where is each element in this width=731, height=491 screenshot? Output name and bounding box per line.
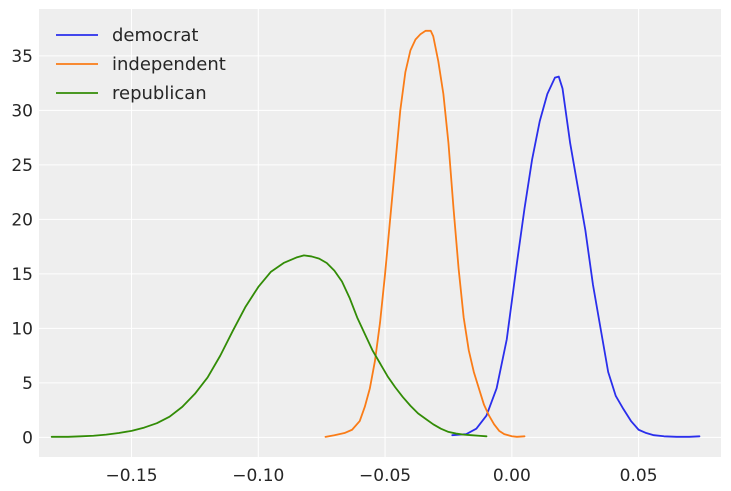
legend-label-democrat: democrat [112,25,198,46]
x-tick-label: −0.05 [359,466,411,486]
y-tick-label: 30 [11,101,33,121]
x-gridlines [131,9,640,457]
y-axis-ticks: 0 5 10 15 20 25 30 35 [11,47,33,449]
series-line-republican [50,254,488,438]
y-tick-label: 15 [11,265,33,285]
legend: democrat independent republican [56,25,226,104]
series-line-independent [324,29,526,438]
series-line-democrat [451,75,701,438]
x-tick-label: 0.00 [493,466,531,486]
x-tick-label: −0.10 [232,466,284,486]
x-tick-label: −0.15 [105,466,157,486]
y-tick-label: 35 [11,47,33,67]
y-tick-label: 0 [22,428,33,448]
y-tick-label: 25 [11,156,33,176]
y-tick-label: 20 [11,210,33,230]
y-tick-label: 5 [22,374,33,394]
x-tick-label: 0.05 [620,466,658,486]
series-layer [50,29,701,438]
legend-label-republican: republican [112,83,207,104]
legend-label-independent: independent [112,54,226,75]
plot-area [39,9,721,457]
y-tick-label: 10 [11,319,33,339]
x-axis-ticks: −0.15 −0.10 −0.05 0.00 0.05 [105,466,657,486]
